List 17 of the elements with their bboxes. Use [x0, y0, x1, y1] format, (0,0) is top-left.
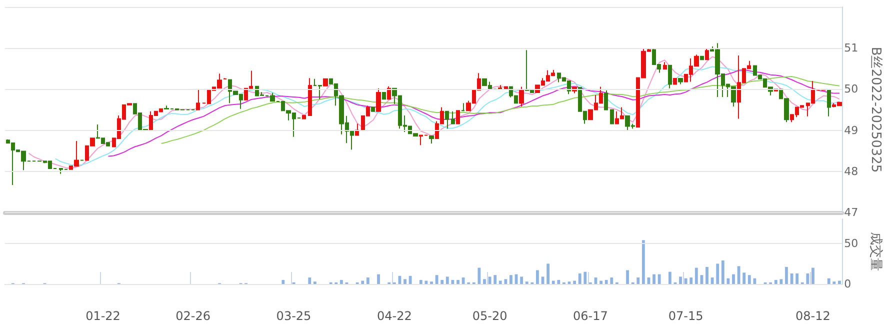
- x-tick-label: 01-22: [86, 309, 120, 323]
- y-tick-label: 49: [844, 124, 858, 137]
- y-axis-title: 成交量: [868, 232, 884, 271]
- y-axis-title: B丝2022-20250325: [868, 46, 883, 173]
- y-tick-label: 47: [844, 206, 858, 219]
- y-tick-label: 50: [844, 82, 858, 96]
- x-tick-label: 06-17: [573, 309, 608, 323]
- x-tick-label: 04-22: [376, 309, 412, 323]
- y-tick-label: 0: [844, 278, 852, 290]
- y-tick-label: 51: [844, 42, 858, 55]
- x-tick-label: 03-25: [276, 309, 312, 323]
- x-tick-label: 07-15: [668, 309, 704, 323]
- x-tick-label: 08-12: [796, 309, 830, 323]
- y-tick-label: 48: [844, 164, 858, 178]
- y-tick-label: 50: [844, 236, 858, 250]
- x-tick-label: 02-26: [176, 309, 211, 323]
- x-tick-label: 05-20: [472, 309, 508, 323]
